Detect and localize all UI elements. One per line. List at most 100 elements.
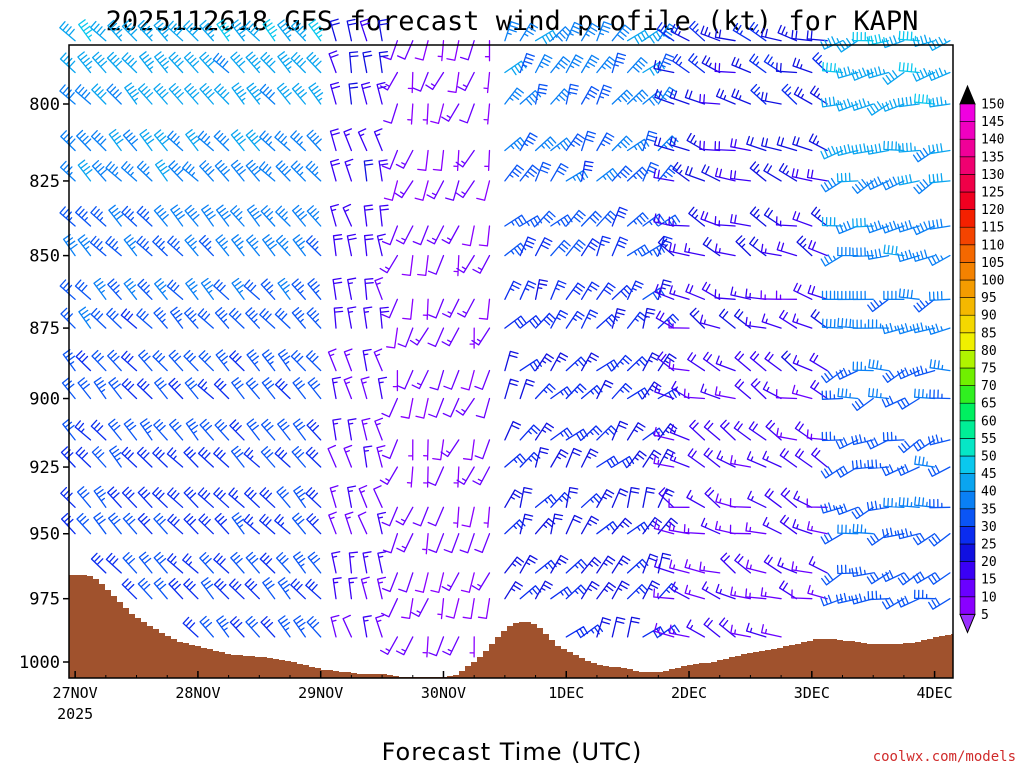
wind-barb xyxy=(765,419,782,441)
wind-barb xyxy=(259,130,276,152)
wind-barb xyxy=(745,588,767,600)
wind-barb xyxy=(626,29,650,45)
wind-barb xyxy=(348,51,359,74)
wind-barb xyxy=(851,67,874,81)
wind-barb xyxy=(760,290,782,300)
wind-barb xyxy=(397,327,414,348)
wind-barb xyxy=(866,248,890,260)
wind-barb xyxy=(139,51,154,74)
credit-text: coolwx.com/models xyxy=(873,749,1016,765)
wind-barb xyxy=(472,466,491,486)
wind-barb xyxy=(121,486,138,508)
colorbar-segment xyxy=(959,314,976,334)
wind-barb xyxy=(882,527,905,539)
wind-barb xyxy=(402,298,414,320)
wind-barb xyxy=(259,513,276,535)
wind-barb xyxy=(928,597,951,610)
y-tick-label: 850 xyxy=(29,247,60,267)
wind-barb xyxy=(776,427,798,441)
wind-barb xyxy=(626,422,646,441)
wind-barb xyxy=(246,204,262,227)
wind-barb xyxy=(550,56,571,74)
wind-barb xyxy=(422,103,429,125)
wind-barb xyxy=(714,62,736,74)
wind-barb xyxy=(379,254,399,274)
wind-barb xyxy=(307,278,322,300)
wind-barb xyxy=(290,130,306,152)
y-tick-label: 900 xyxy=(29,390,60,410)
wind-barb xyxy=(881,98,905,112)
wind-barb xyxy=(259,308,276,329)
x-axis: 27NOV 2025 28NOV 29NOV 30NOV 1DEC 2DEC 3DEC 4DEC xyxy=(53,671,953,723)
wind-barb xyxy=(749,53,767,74)
wind-barb xyxy=(166,487,184,508)
wind-barb xyxy=(793,282,813,300)
wind-barb xyxy=(657,313,679,329)
wind-barb xyxy=(912,365,936,377)
x-tick-label: 30NOV xyxy=(421,684,466,702)
wind-barb xyxy=(881,395,905,408)
wind-barb xyxy=(596,56,617,74)
x-tick-label: 2DEC xyxy=(671,684,707,702)
wind-barb xyxy=(215,204,231,227)
wind-barb xyxy=(401,598,414,620)
wind-barb xyxy=(109,445,122,468)
wind-barb xyxy=(580,281,600,300)
wind-barb xyxy=(792,136,813,152)
wind-barb xyxy=(898,496,920,508)
y-tick-label: 975 xyxy=(29,590,60,610)
wind-barb xyxy=(866,66,890,79)
wind-barb xyxy=(342,614,353,638)
wind-barb xyxy=(642,580,660,600)
wind-barb xyxy=(701,55,721,74)
wind-barb xyxy=(778,309,798,329)
wind-barb xyxy=(215,234,230,257)
wind-barb xyxy=(519,236,536,257)
wind-barb xyxy=(821,318,844,329)
wind-barbs-layer xyxy=(59,18,951,658)
wind-barb xyxy=(719,419,736,441)
wind-barb xyxy=(626,486,640,508)
wind-barb xyxy=(427,506,445,527)
wind-barb xyxy=(793,490,813,508)
wind-barb xyxy=(244,487,260,508)
wind-barb xyxy=(519,513,534,535)
wind-barb xyxy=(91,446,107,468)
colorbar-tick-label: 20 xyxy=(981,555,997,570)
wind-barb xyxy=(912,221,936,236)
wind-barb xyxy=(745,522,767,535)
wind-barb xyxy=(669,559,690,574)
wind-barb xyxy=(897,323,920,335)
wind-barb xyxy=(76,129,92,152)
wind-barb xyxy=(400,397,414,419)
wind-barb xyxy=(277,19,293,42)
wind-barb xyxy=(820,254,844,267)
wind-barb xyxy=(611,580,630,600)
wind-barb xyxy=(837,246,859,257)
wind-barb xyxy=(168,83,184,105)
colorbar-tick-label: 90 xyxy=(981,309,997,324)
wind-barb xyxy=(260,446,276,468)
wind-barb xyxy=(474,533,491,554)
wind-barb xyxy=(519,585,542,600)
wind-barb xyxy=(811,447,828,468)
wind-barb xyxy=(379,306,390,329)
wind-barb xyxy=(653,168,675,182)
wind-barb xyxy=(307,377,322,400)
wind-barb xyxy=(376,445,386,468)
wind-barb xyxy=(683,388,706,400)
wind-barb xyxy=(183,578,199,600)
wind-barb xyxy=(897,367,920,380)
wind-barb xyxy=(580,210,602,227)
wind-barb xyxy=(809,352,828,372)
wind-barb xyxy=(504,315,527,329)
wind-barb xyxy=(231,277,245,300)
wind-barb xyxy=(379,466,399,485)
x-tick-label: 3DEC xyxy=(794,684,830,702)
wind-barb xyxy=(328,50,339,74)
wind-barb xyxy=(290,350,306,372)
colorbar-tick-label: 75 xyxy=(981,362,997,377)
wind-barb xyxy=(504,21,520,42)
wind-barb xyxy=(363,204,374,227)
wind-barb xyxy=(483,103,491,125)
